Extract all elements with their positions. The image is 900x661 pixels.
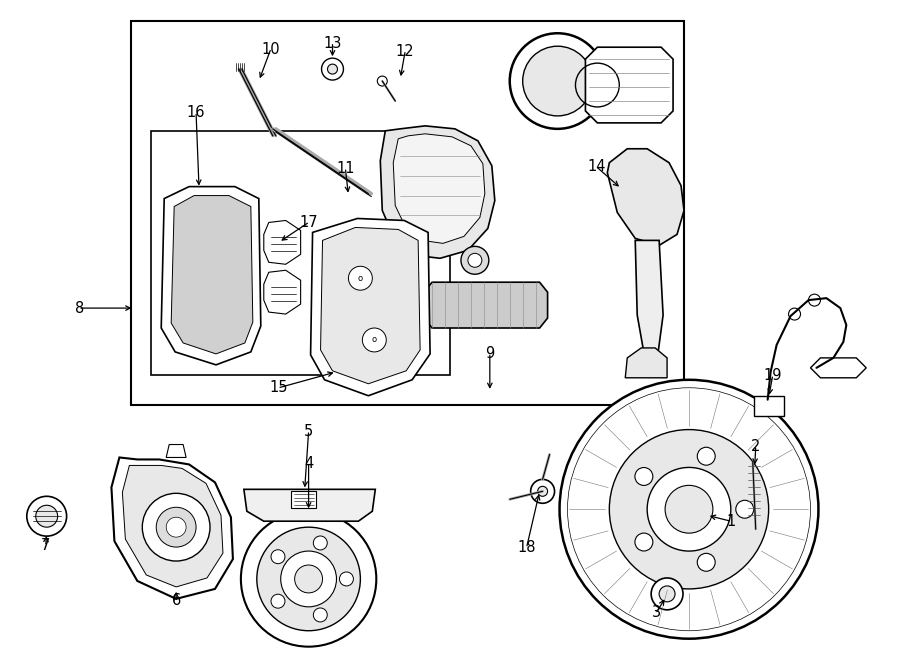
Polygon shape	[310, 219, 430, 396]
Polygon shape	[811, 358, 866, 378]
Circle shape	[142, 493, 210, 561]
Text: 15: 15	[269, 380, 288, 395]
Polygon shape	[112, 457, 233, 599]
Circle shape	[509, 33, 606, 129]
Circle shape	[377, 76, 387, 86]
Text: 7: 7	[41, 537, 50, 553]
Circle shape	[634, 467, 652, 485]
Circle shape	[271, 550, 285, 564]
Circle shape	[321, 58, 344, 80]
Circle shape	[523, 46, 592, 116]
Circle shape	[531, 479, 554, 503]
Circle shape	[659, 586, 675, 602]
Text: 1: 1	[726, 514, 735, 529]
Text: 6: 6	[172, 594, 181, 608]
Circle shape	[560, 380, 818, 639]
Circle shape	[808, 294, 821, 306]
Text: 14: 14	[587, 159, 606, 175]
Circle shape	[609, 430, 769, 589]
Text: 16: 16	[187, 105, 205, 120]
Circle shape	[157, 507, 196, 547]
Bar	[151, 131, 450, 375]
Circle shape	[166, 517, 186, 537]
Circle shape	[537, 486, 547, 496]
Text: 2: 2	[751, 439, 760, 454]
Text: 12: 12	[396, 44, 415, 59]
Polygon shape	[608, 149, 684, 245]
Circle shape	[339, 572, 354, 586]
Text: 9: 9	[485, 346, 494, 362]
Text: 3: 3	[652, 605, 661, 620]
Circle shape	[348, 266, 373, 290]
Circle shape	[634, 533, 652, 551]
Text: 5: 5	[304, 424, 313, 439]
Polygon shape	[381, 126, 495, 258]
Circle shape	[27, 496, 67, 536]
Polygon shape	[626, 348, 667, 378]
Polygon shape	[264, 270, 301, 314]
Polygon shape	[161, 186, 261, 365]
Text: 10: 10	[261, 42, 280, 57]
Circle shape	[328, 64, 338, 74]
Circle shape	[256, 527, 360, 631]
Circle shape	[647, 467, 731, 551]
Polygon shape	[424, 282, 547, 328]
Circle shape	[363, 328, 386, 352]
Circle shape	[313, 608, 328, 622]
Polygon shape	[585, 47, 673, 123]
Polygon shape	[122, 465, 223, 587]
Circle shape	[788, 308, 800, 320]
Text: o: o	[372, 336, 377, 344]
Text: 18: 18	[518, 539, 536, 555]
Text: o: o	[358, 274, 363, 283]
Circle shape	[461, 247, 489, 274]
Polygon shape	[171, 196, 253, 354]
Bar	[131, 21, 684, 405]
Polygon shape	[244, 489, 375, 521]
Polygon shape	[393, 134, 485, 243]
Polygon shape	[166, 444, 186, 457]
Circle shape	[294, 565, 322, 593]
Circle shape	[698, 447, 716, 465]
Circle shape	[271, 594, 285, 608]
Polygon shape	[635, 241, 663, 360]
Circle shape	[36, 505, 58, 527]
Polygon shape	[320, 227, 420, 384]
Circle shape	[313, 536, 328, 550]
FancyBboxPatch shape	[292, 491, 316, 508]
Text: 17: 17	[300, 215, 318, 230]
Circle shape	[281, 551, 337, 607]
Circle shape	[736, 500, 753, 518]
Text: 11: 11	[337, 161, 355, 176]
Text: 4: 4	[304, 456, 313, 471]
Circle shape	[652, 578, 683, 610]
FancyBboxPatch shape	[753, 396, 784, 416]
Text: 19: 19	[763, 368, 782, 383]
Circle shape	[698, 553, 716, 571]
Circle shape	[241, 511, 376, 646]
Text: 13: 13	[323, 36, 342, 51]
Circle shape	[665, 485, 713, 533]
Polygon shape	[264, 221, 301, 264]
Circle shape	[468, 253, 482, 267]
Text: 8: 8	[75, 301, 85, 315]
